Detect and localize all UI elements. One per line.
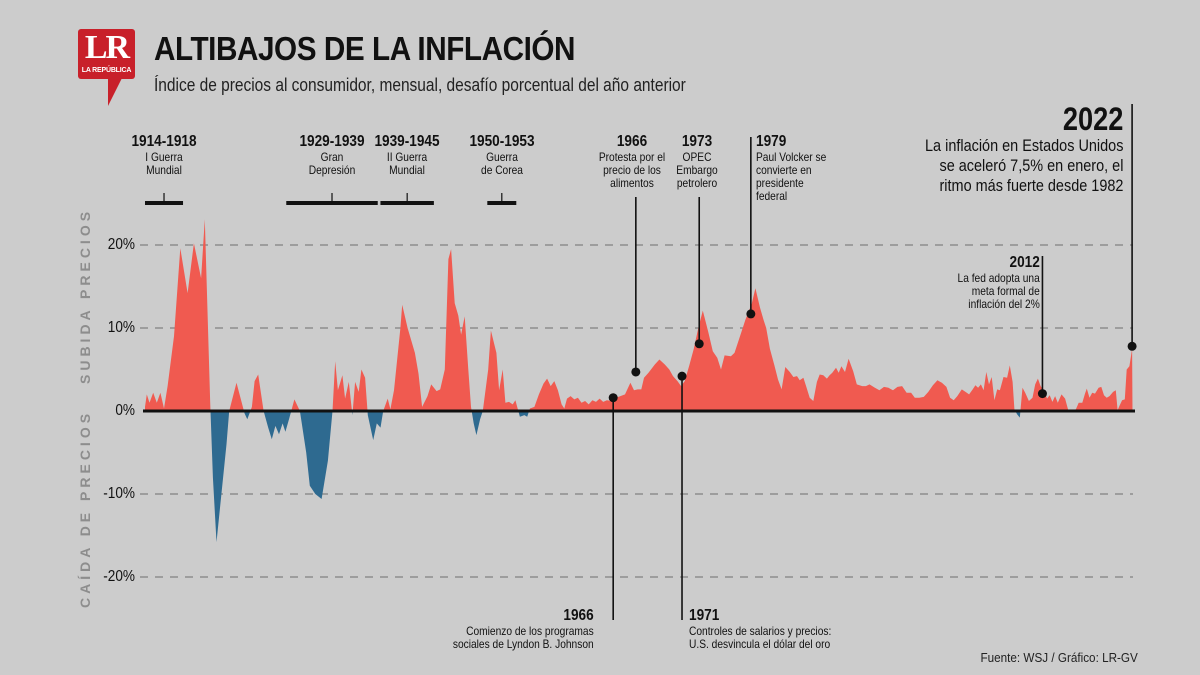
event-line: sociales de Lyndon B. Johnson — [453, 637, 594, 651]
event-year: 1971 — [689, 607, 720, 624]
event-1966-dot — [631, 367, 641, 377]
event-line: Comienzo de los programas — [466, 624, 594, 638]
event-1966-dot — [608, 393, 618, 403]
logo-sub-text: LA REPÚBLICA — [81, 67, 132, 74]
event-line: federal — [756, 189, 788, 203]
period-annotation-ww1: 1914-1918 I Guerra Mundial — [122, 133, 207, 177]
y-tick-minus-10: -10% — [103, 485, 135, 502]
event-line: convierte en — [756, 163, 812, 177]
event-year: 1966 — [616, 133, 648, 150]
logo-lr-text: LR — [84, 29, 130, 66]
period-years: 1950-1953 — [469, 133, 535, 150]
period-label-line: Depresión — [308, 163, 356, 177]
period-label-line: de Corea — [480, 163, 523, 177]
event-year: 1973 — [681, 133, 713, 150]
period-label-line: Gran — [320, 150, 344, 164]
chart-subtitle: Índice de precios al consumidor, mensual… — [154, 75, 686, 95]
highlight-line: La inflación en Estados Unidos — [924, 136, 1123, 155]
source-credit: Fuente: WSJ / Gráfico: LR-GV — [980, 650, 1138, 665]
period-label-line: I Guerra — [145, 150, 183, 164]
y-tick-20: 20% — [107, 236, 135, 253]
event-line: Controles de salarios y precios: — [689, 624, 832, 638]
period-annotation-korean-war: 1950-1953 Guerra de Corea — [459, 133, 544, 177]
event-line: precio de los — [603, 163, 661, 177]
event-year: 1966 — [563, 607, 594, 624]
event-line: La fed adopta una — [957, 271, 1040, 285]
period-label-line: Guerra — [485, 150, 518, 164]
event-annotation-2012-fed: 2012 La fed adopta una meta formal de in… — [958, 254, 1040, 311]
event-line: Protesta por el — [598, 150, 666, 164]
period-label-line: Mundial — [389, 163, 426, 177]
y-tick-10: 10% — [107, 319, 135, 336]
event-year: 1979 — [756, 133, 787, 150]
event-1971-dot — [677, 371, 687, 381]
highlight-year: 2022 — [1062, 101, 1123, 137]
event-annotation-1979-volcker: 1979 Paul Volcker se convierte en presid… — [756, 133, 826, 203]
la-republica-logo: LR LA REPÚBLICA — [78, 29, 135, 79]
event-line: inflación del 2% — [968, 297, 1040, 311]
event-line: OPEC — [682, 150, 712, 164]
event-annotation-1973-opec: 1973 OPEC Embargo petrolero — [674, 133, 720, 190]
period-annotation-great-depression: 1929-1939 Gran Depresión — [290, 133, 375, 177]
period-years: 1914-1918 — [131, 133, 197, 150]
period-years: 1929-1939 — [299, 133, 365, 150]
highlight-2022-dot — [1127, 341, 1137, 351]
period-annotation-ww2: 1939-1945 II Guerra Mundial — [365, 133, 450, 177]
period-years: 1939-1945 — [374, 133, 440, 150]
y-tick-0: 0% — [115, 402, 135, 419]
chart-title: ALTIBAJOS DE LA INFLACIÓN — [154, 30, 576, 67]
highlight-line: se aceleró 7,5% en enero, el — [939, 156, 1123, 175]
event-line: Paul Volcker se — [756, 150, 827, 164]
event-annotation-1966-food: 1966 Protesta por el precio de los alime… — [598, 133, 666, 190]
event-line: meta formal de — [971, 284, 1040, 298]
event-1979-dot — [746, 309, 756, 319]
area-positive-inflation — [145, 219, 1133, 411]
event-annotation-1966-lbj: 1966 Comienzo de los programas sociales … — [453, 607, 594, 651]
event-line: alimentos — [610, 176, 654, 190]
event-1973-dot — [694, 339, 704, 349]
event-line: Embargo — [676, 163, 718, 177]
event-year: 2012 — [1009, 254, 1040, 271]
logo-speech-tail — [108, 78, 122, 106]
highlight-line: ritmo más fuerte desde 1982 — [939, 176, 1123, 195]
y-tick-minus-20: -20% — [103, 568, 135, 585]
period-label-line: II Guerra — [387, 150, 428, 164]
highlight-2022: 2022 La inflación en Estados Unidos se a… — [925, 102, 1123, 196]
event-line: petrolero — [676, 176, 718, 190]
event-line: presidente — [756, 176, 804, 190]
period-label-line: Mundial — [146, 163, 182, 177]
event-2012-dot — [1037, 389, 1047, 399]
event-annotation-1971-controls: 1971 Controles de salarios y precios: U.… — [689, 607, 831, 651]
event-line: U.S. desvincula el dólar del oro — [689, 637, 831, 651]
